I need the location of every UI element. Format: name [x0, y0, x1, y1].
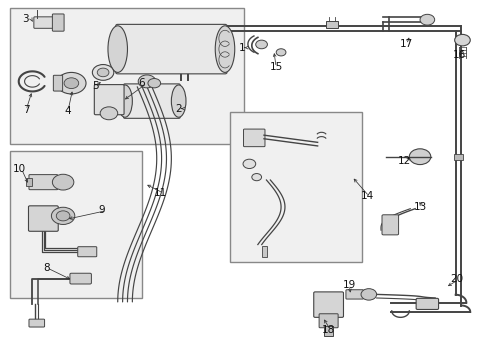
Text: 12: 12 — [397, 156, 410, 166]
Circle shape — [56, 211, 70, 221]
Circle shape — [64, 78, 79, 89]
Text: 19: 19 — [342, 280, 355, 290]
Circle shape — [251, 174, 261, 181]
FancyBboxPatch shape — [123, 84, 180, 118]
Ellipse shape — [171, 85, 185, 117]
Text: 7: 7 — [22, 105, 29, 115]
Text: 4: 4 — [64, 106, 71, 116]
Text: 2: 2 — [175, 104, 182, 114]
Text: 8: 8 — [43, 263, 50, 273]
FancyBboxPatch shape — [94, 85, 124, 115]
Circle shape — [138, 75, 156, 88]
Bar — [324, 326, 332, 336]
FancyBboxPatch shape — [381, 215, 398, 235]
Circle shape — [454, 35, 469, 46]
FancyBboxPatch shape — [34, 17, 55, 28]
Text: 20: 20 — [449, 274, 463, 284]
Circle shape — [408, 149, 430, 165]
Bar — [10, 8, 244, 144]
FancyBboxPatch shape — [116, 24, 226, 74]
Text: 14: 14 — [360, 192, 373, 202]
Text: 16: 16 — [452, 50, 466, 60]
Circle shape — [57, 72, 86, 94]
FancyBboxPatch shape — [53, 75, 62, 91]
FancyBboxPatch shape — [78, 247, 97, 257]
Text: 3: 3 — [22, 14, 29, 24]
Text: 9: 9 — [98, 206, 104, 216]
Bar — [261, 246, 267, 257]
Circle shape — [276, 49, 285, 56]
FancyBboxPatch shape — [243, 129, 264, 147]
Circle shape — [51, 207, 75, 225]
Bar — [453, 154, 462, 159]
Bar — [26, 178, 32, 186]
Text: 13: 13 — [413, 202, 427, 212]
Bar — [326, 21, 337, 28]
FancyBboxPatch shape — [52, 14, 64, 31]
FancyBboxPatch shape — [70, 273, 91, 284]
Text: 17: 17 — [399, 40, 412, 49]
FancyBboxPatch shape — [345, 290, 363, 299]
FancyBboxPatch shape — [29, 319, 44, 327]
FancyBboxPatch shape — [28, 206, 58, 231]
Circle shape — [92, 64, 114, 80]
FancyBboxPatch shape — [29, 175, 58, 190]
Circle shape — [52, 174, 74, 190]
Text: 6: 6 — [138, 78, 144, 88]
Text: 5: 5 — [92, 81, 99, 91]
Bar — [10, 151, 142, 298]
Circle shape — [100, 107, 118, 120]
Ellipse shape — [118, 85, 132, 117]
Ellipse shape — [215, 26, 234, 72]
FancyBboxPatch shape — [313, 292, 343, 318]
FancyBboxPatch shape — [415, 298, 438, 310]
Circle shape — [255, 40, 267, 49]
Text: 10: 10 — [13, 164, 26, 174]
FancyBboxPatch shape — [319, 314, 337, 328]
Circle shape — [243, 159, 255, 168]
Circle shape — [360, 289, 376, 300]
Circle shape — [419, 14, 434, 25]
Circle shape — [148, 78, 160, 88]
Text: 15: 15 — [269, 62, 282, 72]
Circle shape — [97, 68, 109, 77]
Text: 11: 11 — [154, 188, 167, 198]
Bar — [229, 112, 361, 262]
Ellipse shape — [108, 26, 127, 72]
Text: 18: 18 — [321, 325, 334, 334]
Text: 1: 1 — [238, 43, 245, 53]
